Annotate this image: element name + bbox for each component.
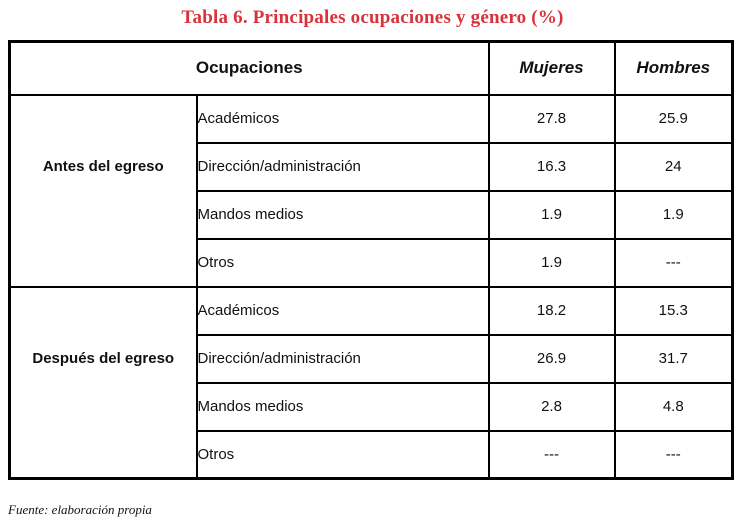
occupations-table: Ocupaciones Mujeres Hombres Antes del eg…	[8, 40, 735, 480]
header-ocupaciones: Ocupaciones	[8, 40, 490, 96]
header-row: Ocupaciones Mujeres Hombres	[8, 40, 734, 96]
mujeres-value: 1.9	[487, 189, 616, 240]
table-row: Dirección/administración 26.9 31.7	[10, 333, 734, 384]
occupation-cell: Otros	[195, 429, 490, 480]
group-cell-antes: Antes del egreso	[8, 93, 198, 288]
table-row: Mandos medios 2.8 4.8	[10, 381, 734, 432]
group-label: Después del egreso	[32, 349, 175, 367]
hombres-value: 25.9	[613, 93, 734, 144]
table-row: Después del egreso Académicos 18.2 15.3	[8, 285, 734, 480]
occupation-cell: Académicos	[195, 93, 490, 144]
occupation-cell: Mandos medios	[195, 381, 490, 432]
hombres-value: 31.7	[613, 333, 734, 384]
table-row: Otros 1.9 ---	[10, 237, 734, 288]
header-mujeres: Mujeres	[487, 40, 616, 96]
header-hombres: Hombres	[613, 40, 734, 96]
hombres-value: 24	[613, 141, 734, 192]
occupation-cell: Académicos	[195, 285, 490, 336]
table-row: Antes del egreso Académicos 27.8 25.9	[8, 93, 734, 288]
mujeres-value: 16.3	[487, 141, 616, 192]
occupation-cell: Mandos medios	[195, 189, 490, 240]
mujeres-value: 27.8	[487, 93, 616, 144]
hombres-value: 4.8	[613, 381, 734, 432]
occupation-cell: Dirección/administración	[195, 333, 490, 384]
mujeres-value: 2.8	[487, 381, 616, 432]
occupation-cell: Dirección/administración	[195, 141, 490, 192]
mujeres-value: 1.9	[487, 237, 616, 288]
table-row: Dirección/administración 16.3 24	[10, 141, 734, 192]
group-cell-despues: Después del egreso	[8, 285, 198, 480]
group-label: Antes del egreso	[42, 158, 164, 175]
source-note: Fuente: elaboración propia	[8, 502, 152, 517]
hombres-value: ---	[613, 237, 734, 288]
mujeres-value: ---	[487, 429, 616, 480]
hombres-value: 1.9	[613, 189, 734, 240]
hombres-value: ---	[613, 429, 734, 480]
mujeres-value: 26.9	[487, 333, 616, 384]
table-row: Otros --- ---	[10, 429, 734, 480]
table-row: Mandos medios 1.9 1.9	[10, 189, 734, 240]
table-title: Tabla 6. Principales ocupaciones y géner…	[181, 7, 564, 28]
mujeres-value: 18.2	[487, 285, 616, 336]
occupation-cell: Otros	[195, 237, 490, 288]
hombres-value: 15.3	[613, 285, 734, 336]
